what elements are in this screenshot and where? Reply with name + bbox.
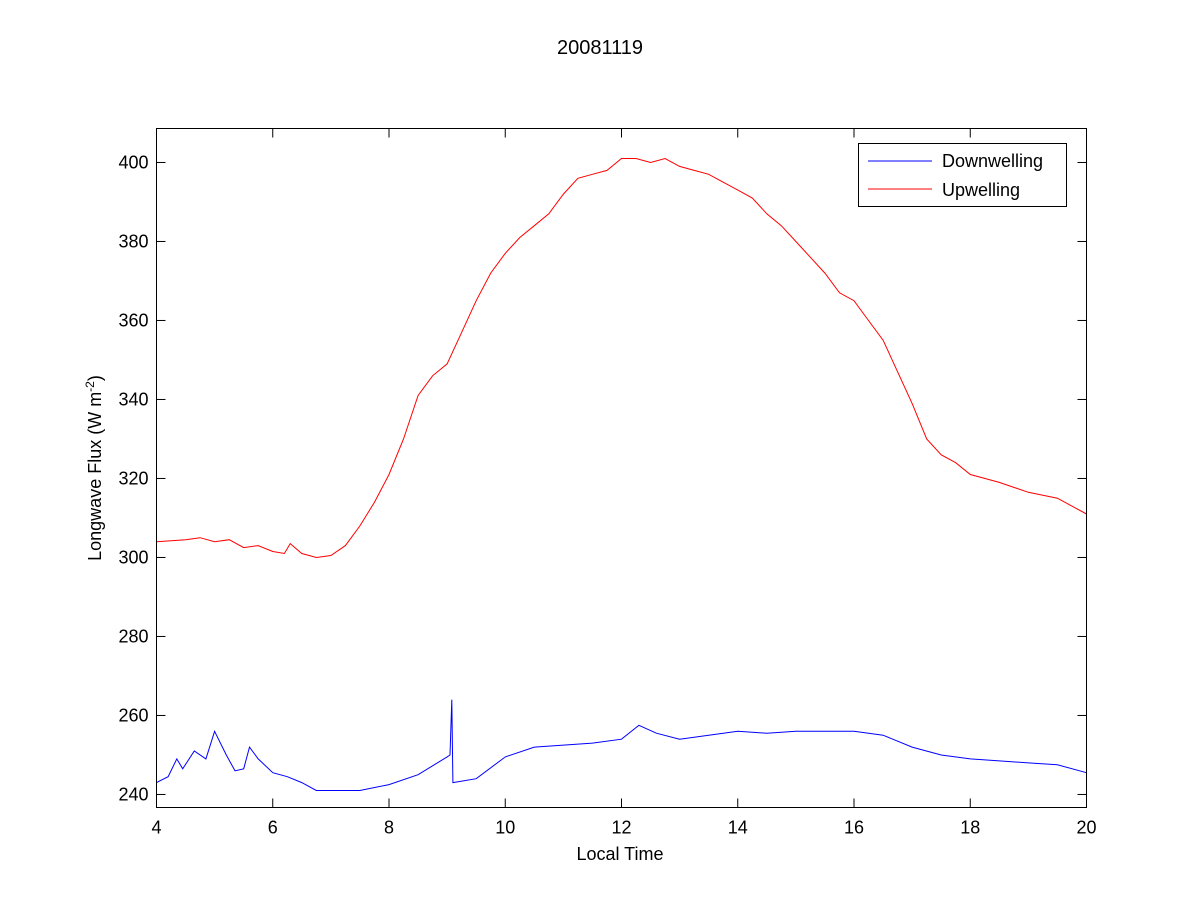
y-tick-label: 260: [118, 705, 148, 725]
y-tick-label: 340: [118, 389, 148, 409]
series-line-upwelling: [156, 157, 1087, 559]
legend-label-downwelling: Downwelling: [942, 151, 1043, 171]
y-axis: 240 260 280 300 320 340 360 380 400: [118, 152, 1087, 804]
x-tick-label: 20: [1076, 818, 1096, 838]
y-tick-label: 400: [118, 152, 148, 172]
x-tick-label: 8: [384, 818, 394, 838]
axes-box: [156, 128, 1087, 808]
y-axis-label: Longwave Flux (W m-2): [83, 375, 105, 561]
y-axis-label-superscript: -2: [83, 381, 97, 392]
plot-area: [156, 157, 1087, 791]
x-axis-label: Local Time: [576, 844, 663, 864]
x-tick-label: 6: [268, 818, 278, 838]
y-tick-label: 360: [118, 310, 148, 330]
x-tick-label: 14: [728, 818, 748, 838]
x-tick-label: 18: [960, 818, 980, 838]
y-tick-label: 320: [118, 468, 148, 488]
y-tick-label: 240: [118, 784, 148, 804]
chart-title: 20081119: [557, 37, 643, 59]
x-axis: 4 6 8 10 12 14 16 18 20: [151, 128, 1097, 838]
x-tick-label: 4: [151, 818, 161, 838]
x-tick-label: 10: [495, 818, 515, 838]
x-tick-label: 16: [844, 818, 864, 838]
x-tick-label: 12: [611, 818, 631, 838]
y-tick-label: 300: [118, 547, 148, 567]
y-tick-label: 280: [118, 626, 148, 646]
legend-box: [858, 143, 1067, 207]
y-tick-label: 380: [118, 231, 148, 251]
series-line-downwelling: [156, 699, 1087, 791]
legend: Downwelling Upwelling: [858, 143, 1067, 207]
legend-label-upwelling: Upwelling: [942, 180, 1020, 200]
